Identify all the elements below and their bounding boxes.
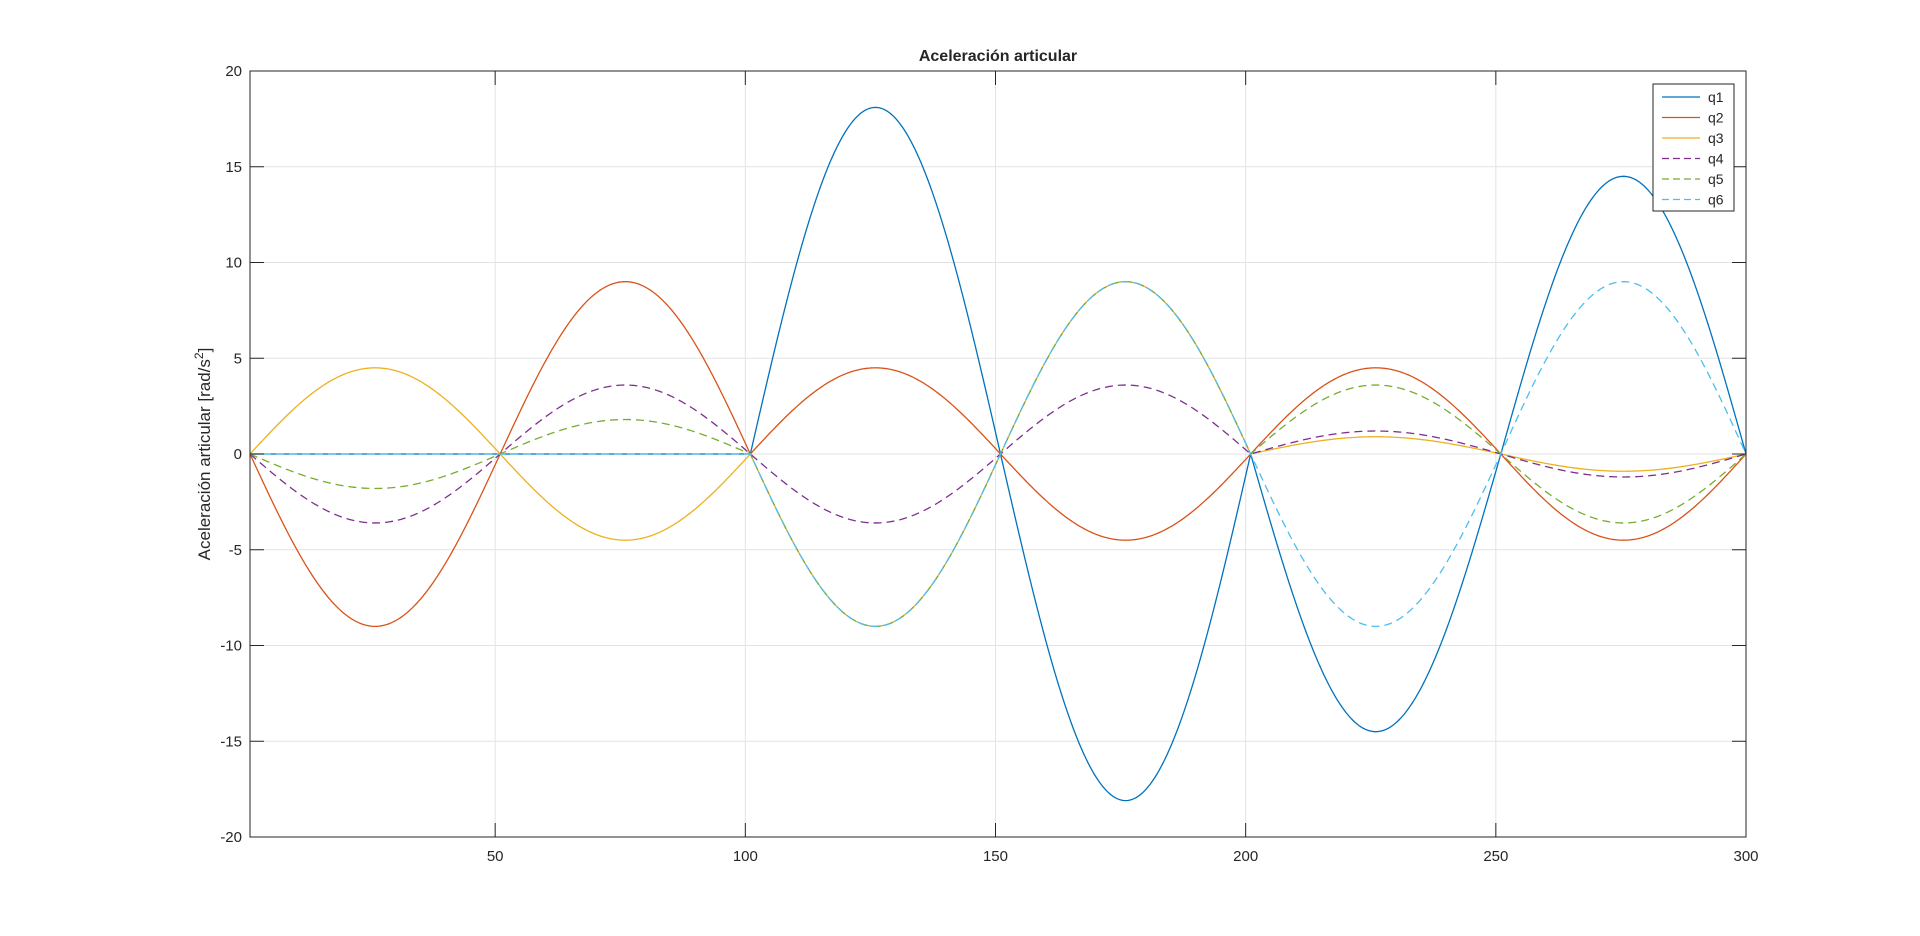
x-tick-label: 100: [733, 848, 758, 865]
x-tick-label: 250: [1483, 848, 1508, 865]
y-tick-labels: -20 -15 -10 -5 0 5 10 15 20: [220, 63, 242, 846]
x-tick-labels: 50 100 150 200 250 300: [487, 848, 1759, 865]
chart-title: Aceleración articular: [919, 48, 1077, 65]
x-tick-label: 200: [1233, 848, 1258, 865]
y-tick-label: 20: [225, 63, 242, 80]
legend-label-q4: q4: [1708, 151, 1724, 167]
y-axis-label-end: ]: [195, 348, 214, 353]
y-axis-label: Aceleración articular [rad/s2]: [192, 348, 214, 561]
y-axis-label-superscript: 2: [192, 352, 206, 359]
x-tick-label: 150: [983, 848, 1008, 865]
y-axis-label-main: Aceleración articular [rad/s: [195, 359, 214, 560]
legend-label-q6: q6: [1708, 192, 1724, 208]
x-tick-label: 50: [487, 848, 504, 865]
legend: q1 q2 q3 q4 q5 q6: [1652, 83, 1735, 212]
y-tick-label: -15: [220, 733, 242, 750]
y-tick-label: 10: [225, 255, 242, 272]
legend-label-q5: q5: [1708, 171, 1724, 187]
legend-label-q1: q1: [1708, 89, 1724, 105]
y-tick-label: 5: [234, 350, 242, 367]
y-tick-label: -5: [229, 542, 242, 559]
legend-box: [1652, 83, 1735, 212]
y-tick-label: -10: [220, 638, 242, 655]
y-tick-label: -20: [220, 829, 242, 846]
legend-items: q1 q2 q3 q4 q5 q6: [1662, 89, 1724, 208]
y-tick-label: 0: [234, 446, 242, 463]
series-line-q6: [250, 280, 1747, 628]
series-layer: [249, 106, 1747, 802]
x-tick-label: 300: [1733, 848, 1758, 865]
y-tick-label: 15: [225, 159, 242, 176]
legend-label-q2: q2: [1708, 110, 1724, 126]
legend-label-q3: q3: [1708, 130, 1724, 146]
tick-marks: [250, 70, 1747, 838]
